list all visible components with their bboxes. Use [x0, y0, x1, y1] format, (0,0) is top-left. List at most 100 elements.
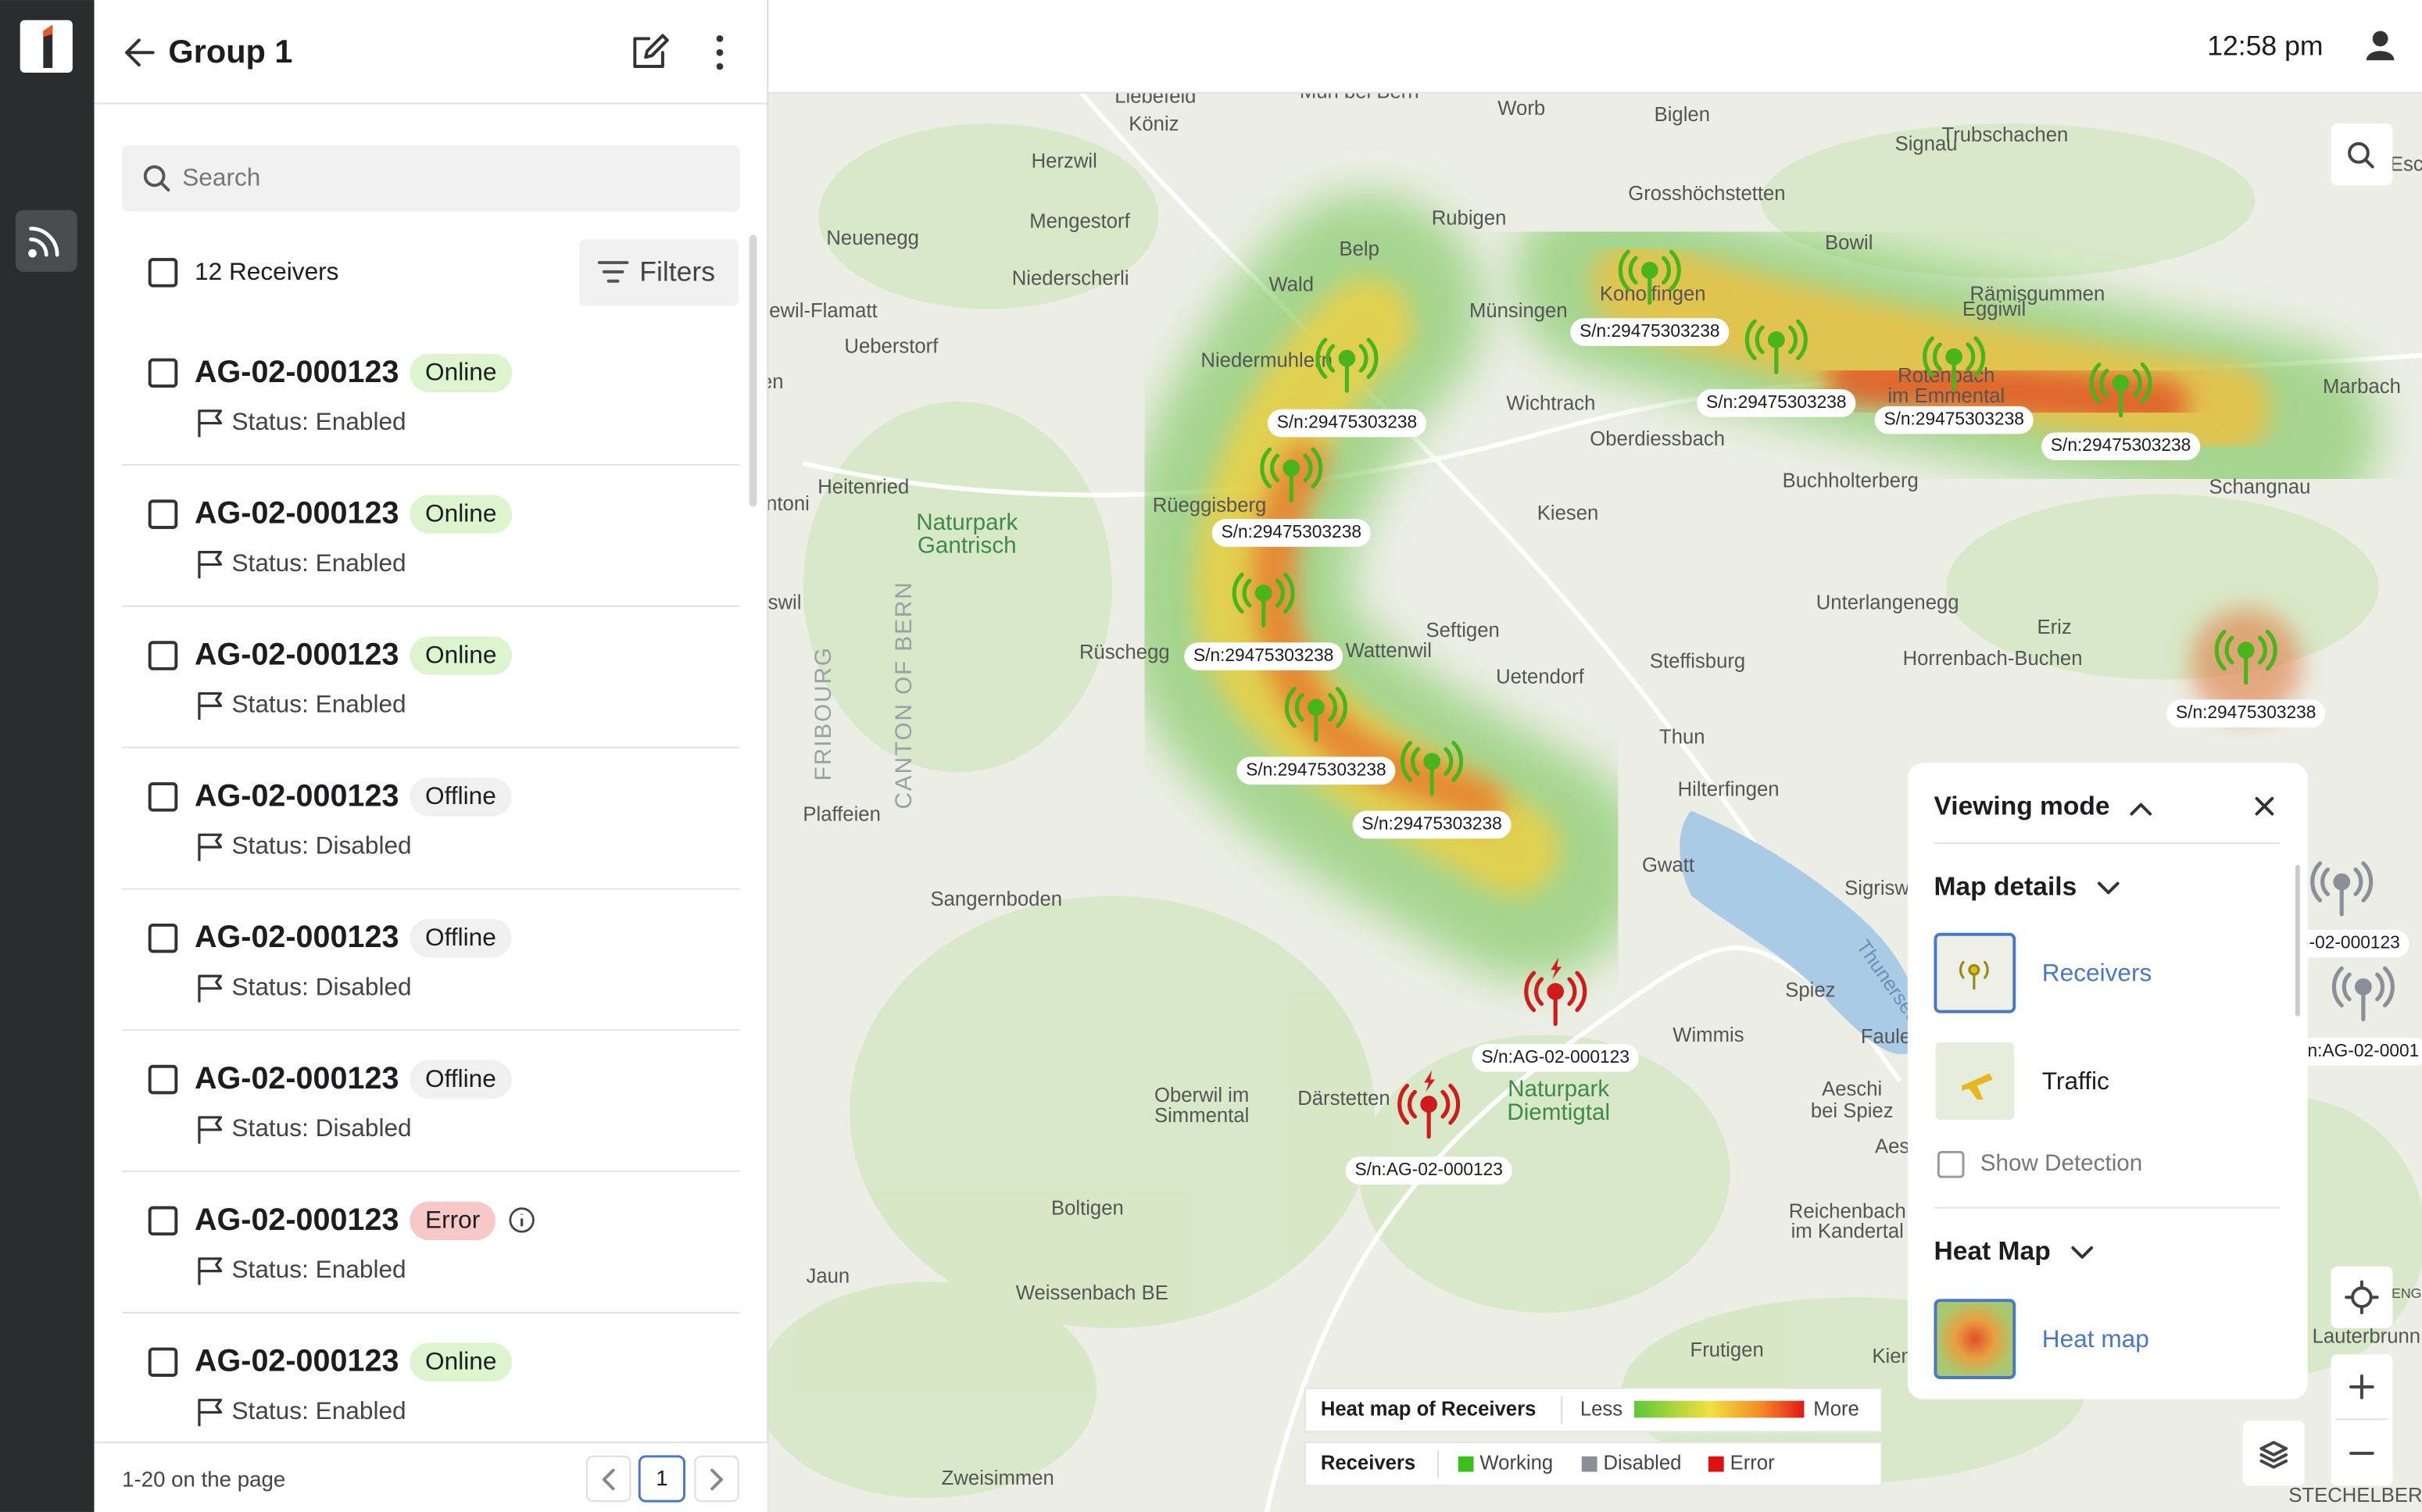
- status-detail: Status: Enabled: [231, 690, 406, 718]
- receivers-option[interactable]: Receivers: [2042, 959, 2152, 987]
- item-checkbox[interactable]: [148, 499, 178, 529]
- place-name: Münsingen: [1469, 300, 1568, 322]
- receiver-marker[interactable]: S/n:29475303238: [2041, 362, 2201, 461]
- place-name: Neuenegg: [826, 227, 919, 249]
- receiver-item[interactable]: AG-02-000123 Online Status: Enabled: [122, 495, 740, 607]
- receiver-marker[interactable]: S/n:29475303238: [2166, 629, 2326, 727]
- map[interactable]: Liebefeld Köniz Muri bei Bern Worb Biglen Sig…: [757, 80, 2422, 1512]
- flag-icon: [198, 692, 223, 720]
- receiver-marker[interactable]: S/n:AG-02-000123: [1472, 957, 1639, 1072]
- show-detection-checkbox[interactable]: [1937, 1150, 1965, 1178]
- item-checkbox[interactable]: [148, 358, 178, 388]
- legend-receivers-title: Receivers: [1321, 1452, 1415, 1474]
- receiver-item[interactable]: AG-02-000123 Offline Status: Disabled: [122, 777, 740, 890]
- user-button[interactable]: [2366, 30, 2395, 61]
- page-button[interactable]: [638, 1455, 686, 1503]
- receiver-id: AG-02-000123: [195, 637, 399, 671]
- receiver-marker[interactable]: S/n:29475303238: [1570, 249, 1730, 346]
- place-name: Rämisgummen: [1970, 283, 2105, 305]
- marker-label: S/n:29475303238: [1222, 521, 1361, 542]
- status-detail: Status: Disabled: [231, 972, 411, 1000]
- receiver-marker[interactable]: S/n:29475303238: [1211, 447, 1371, 547]
- legend-more: More: [1813, 1398, 1859, 1420]
- label-bg: [1236, 756, 1396, 785]
- label-bg: [2274, 929, 2409, 958]
- item-checkbox[interactable]: [148, 923, 178, 953]
- marker-label: S/n:AG-02-000123: [1354, 1159, 1502, 1179]
- receiver-marker[interactable]: AG-02-000123: [2274, 861, 2409, 958]
- place-name: Eggiwil: [1962, 298, 2026, 320]
- item-checkbox[interactable]: [148, 1347, 178, 1378]
- next-page[interactable]: [694, 1455, 739, 1503]
- receiver-marker[interactable]: S/n:29475303238: [1874, 336, 2034, 434]
- back-button[interactable]: [125, 38, 155, 67]
- map-search-button[interactable]: [2331, 123, 2393, 186]
- antenna: [1401, 741, 1464, 796]
- select-all-checkbox[interactable]: [148, 258, 178, 288]
- marker-label: S/n:29475303238: [2176, 702, 2316, 722]
- receiver-item[interactable]: AG-02-000123 Offline Status: Disabled: [122, 1060, 740, 1173]
- region-name: FRIBOURG: [810, 646, 836, 781]
- legend-swatch: [1708, 1456, 1724, 1472]
- show-detection-label: Show Detection: [1980, 1150, 2142, 1176]
- receivers-nav[interactable]: [15, 209, 77, 272]
- status-badge: [410, 777, 512, 817]
- item-checkbox[interactable]: [148, 641, 178, 670]
- receiver-item[interactable]: AG-02-000123 Error Status: Enabled: [122, 1201, 740, 1314]
- status-text: Offline: [425, 1064, 496, 1092]
- antenna-head: [1420, 1096, 1438, 1113]
- locate-button[interactable]: [2331, 1266, 2393, 1328]
- label-bg: [2166, 699, 2326, 727]
- flag-icon: [198, 833, 223, 861]
- place-name: Reichenbach: [1789, 1200, 1906, 1222]
- status-text: Online: [425, 499, 496, 527]
- antenna-head: [1254, 584, 1272, 602]
- item-checkbox[interactable]: [148, 1064, 178, 1095]
- status-badge: [410, 1201, 496, 1241]
- status-badge: [410, 1342, 513, 1382]
- more-button[interactable]: [716, 35, 724, 70]
- receiver-marker[interactable]: n:AG-02-0001: [2298, 966, 2422, 1066]
- heat-map-thumb[interactable]: [1934, 1299, 2016, 1379]
- receiver-item[interactable]: AG-02-000123 Online Status: Enabled: [122, 353, 740, 466]
- search-box[interactable]: [122, 145, 740, 212]
- place-name: Frutigen: [1690, 1339, 1764, 1361]
- antenna-head: [2112, 374, 2130, 392]
- place-name: Rüeggisberg: [1153, 495, 1267, 517]
- place-name: Belp: [1340, 238, 1379, 260]
- edit-button[interactable]: [633, 34, 669, 69]
- label-bg: [1472, 1044, 1639, 1072]
- heat-map-title[interactable]: Heat Map: [1934, 1237, 2050, 1266]
- receiver-id: AG-02-000123: [195, 778, 399, 813]
- antenna: [1923, 336, 1986, 391]
- receiver-marker[interactable]: S/n:29475303238: [1697, 319, 1856, 417]
- filters-button[interactable]: [579, 239, 739, 306]
- antenna: [1397, 1083, 1461, 1139]
- prev-page[interactable]: [586, 1455, 631, 1503]
- alert-bolt: [1551, 957, 1562, 980]
- filters-label: Filters: [639, 256, 715, 287]
- label-bg: [1211, 519, 1371, 547]
- receiver-item[interactable]: AG-02-000123 Online Status: Enabled: [122, 1342, 740, 1455]
- heat-map-option[interactable]: Heat map: [2042, 1324, 2149, 1353]
- marker-label: S/n:AG-02-000123: [1482, 1046, 1630, 1067]
- item-checkbox[interactable]: [148, 1206, 178, 1236]
- receiver-marker[interactable]: S/n:29475303238: [1352, 741, 1512, 839]
- map-details-title[interactable]: Map details: [1934, 872, 2077, 901]
- traffic-option[interactable]: Traffic: [2042, 1067, 2109, 1095]
- receiver-marker[interactable]: S/n:29475303238: [1236, 686, 1396, 785]
- place-name: Sangernboden: [930, 888, 1062, 910]
- receiver-item[interactable]: AG-02-000123 Online Status: Enabled: [122, 636, 740, 749]
- receiver-marker[interactable]: S/n:AG-02-000123: [1345, 1070, 1512, 1185]
- receiver-item[interactable]: AG-02-000123 Offline Status: Disabled: [122, 919, 740, 1031]
- item-checkbox[interactable]: [148, 782, 178, 812]
- marker-label: S/n:29475303238: [1193, 645, 1333, 665]
- scrollbar[interactable]: [749, 234, 757, 507]
- marker-label: n:AG-02-0001: [2308, 1040, 2420, 1060]
- receiver-marker[interactable]: S/n:29475303238: [1184, 572, 1343, 670]
- close-button[interactable]: [2255, 796, 2274, 816]
- label-bg: [1570, 318, 1730, 346]
- label-bg: [2298, 1038, 2422, 1066]
- receiver-marker[interactable]: S/n:29475303238: [1267, 338, 1426, 438]
